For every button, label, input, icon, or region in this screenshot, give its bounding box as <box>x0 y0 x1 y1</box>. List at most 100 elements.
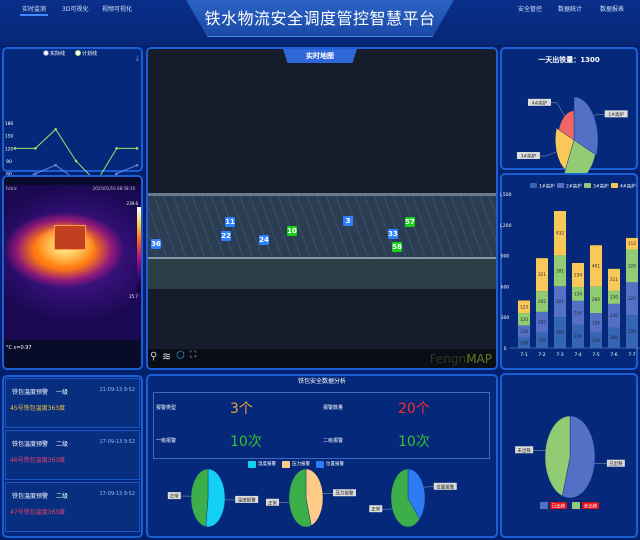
data-point <box>54 128 57 131</box>
series-line <box>15 128 137 175</box>
legend-label-bg <box>582 502 599 509</box>
map-marker[interactable]: 11 <box>225 217 235 227</box>
map-plant-area[interactable] <box>148 193 496 259</box>
bar-label: 234 <box>574 310 582 315</box>
bar-segment <box>608 268 620 291</box>
legend-label: 未出铁 <box>584 503 598 510</box>
bar-label: 211 <box>610 277 618 282</box>
legend-swatch <box>557 183 564 188</box>
tab-video[interactable]: 视频可视化 <box>102 6 133 13</box>
legend-label: 已出铁 <box>552 503 566 510</box>
bar-segment <box>536 258 548 292</box>
ladle-hot-spot <box>54 225 86 250</box>
legend-label: 实际线 <box>50 50 65 57</box>
line-chart-panel <box>2 47 143 172</box>
tab-statistics[interactable]: 数据统计 <box>558 6 583 13</box>
bar-segment <box>518 313 530 326</box>
x-tick: 7-6 <box>610 352 617 358</box>
data-point <box>13 147 17 150</box>
map-marker[interactable]: 57 <box>405 217 415 227</box>
pie-slice <box>407 468 426 520</box>
bar-label: 301 <box>556 268 564 273</box>
pie-slice <box>573 96 599 156</box>
pie-slice <box>305 468 324 526</box>
temp-min: 25.7 <box>129 294 138 299</box>
tab-reports[interactable]: 数据报表 <box>600 6 625 13</box>
thermal-panel: Fotric 2015/01/16 08:58:16 239.6 25.7 °C… <box>2 175 143 370</box>
bar-segment <box>572 324 584 348</box>
label-bg <box>604 110 628 118</box>
x-tick: 7-2 <box>538 352 545 358</box>
series-line <box>30 164 138 175</box>
data-point <box>74 159 78 163</box>
legend-marker <box>75 50 81 56</box>
stat-label: 报警类型 <box>156 405 177 411</box>
pie-slice <box>190 468 209 528</box>
map-marker[interactable]: 24 <box>259 235 269 245</box>
alert-item[interactable]: 铁包温度预警 一级 21-09-13 9:52 45号铁包温度363度 <box>5 378 140 428</box>
map-marker[interactable]: 22 <box>221 231 231 241</box>
tab-realtime[interactable]: 实时监测 <box>19 6 49 16</box>
map-marker[interactable]: 33 <box>388 229 398 239</box>
bar-label: 120 <box>520 317 528 322</box>
label-line <box>382 508 393 510</box>
legend-label[interactable]: 温度报警 <box>258 462 276 467</box>
thermal-image <box>4 185 141 340</box>
rose-chart: 1#高炉2#高炉3#高炉4#高炉 <box>516 96 628 175</box>
bar-label: 320 <box>628 296 636 301</box>
y-tick: 150 <box>5 134 14 140</box>
x-tick: 7-4 <box>574 352 581 358</box>
fengmap-watermark: FengnMAP <box>429 352 492 366</box>
location-icon[interactable]: ⚲ <box>150 351 158 362</box>
alert-time: 17-09-13 9:52 <box>99 491 135 497</box>
page-title: 铁水物流安全调度管控智慧平台 <box>204 9 436 28</box>
map-marker[interactable]: 10 <box>287 226 297 236</box>
label-bg <box>515 446 534 454</box>
bar-label: 202 <box>538 320 546 325</box>
bar-segment <box>590 332 602 348</box>
legend-label[interactable]: 位置报警 <box>326 462 344 467</box>
title-plate <box>186 0 454 37</box>
legend-label: 计划线 <box>82 50 97 57</box>
map-marker[interactable]: 36 <box>151 239 161 249</box>
label-line <box>423 486 434 488</box>
map-marker[interactable]: 3 <box>343 216 353 226</box>
slice-label: 3#高炉 <box>521 153 537 160</box>
pie-slice <box>555 127 575 171</box>
bar-label: 320 <box>628 329 636 334</box>
bar-label: 112 <box>628 241 636 246</box>
y-tick: 900 <box>501 254 510 260</box>
legend-label[interactable]: 压力报警 <box>292 462 310 467</box>
y-tick: 600 <box>501 284 510 290</box>
x-tick: 7-7 <box>628 352 635 358</box>
bar-segment <box>554 211 566 256</box>
alert-item[interactable]: 铁包温度预警 二级 17-09-13 9:52 46号铁包温度363度 <box>5 430 140 480</box>
layers-icon[interactable]: ≋ <box>162 350 172 363</box>
label-bg <box>516 152 540 160</box>
bar-label: 123 <box>520 304 528 309</box>
alert-item[interactable]: 铁包温度预警 二级 17-09-13 9:52 47号铁包温度363度 <box>5 482 140 532</box>
3d-cube-icon[interactable]: ⬡ <box>176 350 185 361</box>
data-point <box>54 163 57 167</box>
tab-safety[interactable]: 安全管控 <box>518 6 543 13</box>
legend-marker <box>43 50 49 56</box>
bar-segment <box>626 282 638 316</box>
label-bg <box>433 482 457 490</box>
slice-label: 1#高炉 <box>608 111 624 118</box>
bar-segment <box>626 237 638 250</box>
map-marker[interactable]: 58 <box>392 242 402 252</box>
bar-label: 432 <box>556 231 564 236</box>
label-line <box>550 102 565 117</box>
stat-label: 报警数量 <box>323 405 344 411</box>
tab-3d[interactable]: 3D可视化 <box>62 6 89 13</box>
bar-segment <box>590 286 602 314</box>
bar-label: 202 <box>538 299 546 304</box>
bar-label: 120 <box>520 329 528 334</box>
y-tick: 300 <box>501 315 510 321</box>
ratio-panel <box>500 373 638 538</box>
fullscreen-icon[interactable]: ⛶ <box>190 350 197 360</box>
y-tick: 0 <box>504 346 507 352</box>
legend-label: 3#高炉 <box>593 183 609 190</box>
